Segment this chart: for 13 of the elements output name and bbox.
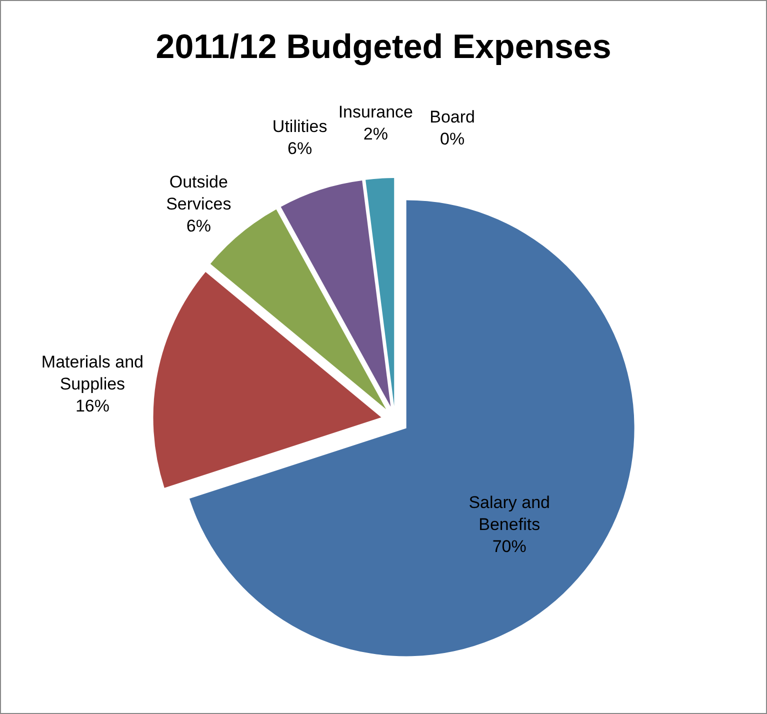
slice-label: Utilities <box>272 117 328 136</box>
text: 0% <box>440 129 465 148</box>
data-label: 2% <box>363 124 388 144</box>
category-label: Board <box>430 107 475 126</box>
slice-label: Salary and Benefits <box>468 493 550 534</box>
slice-label: Insurance <box>338 102 413 122</box>
data-label: 6% <box>288 139 312 158</box>
slice-label: Materials and Supplies <box>41 352 144 394</box>
data-label: 16% <box>75 396 110 416</box>
chart-title: 2011/12 Budgeted Expenses <box>156 28 612 66</box>
data-label: 6% <box>186 216 211 236</box>
data-label: 70% <box>492 537 526 556</box>
slice-label: Outside Services <box>166 172 232 214</box>
